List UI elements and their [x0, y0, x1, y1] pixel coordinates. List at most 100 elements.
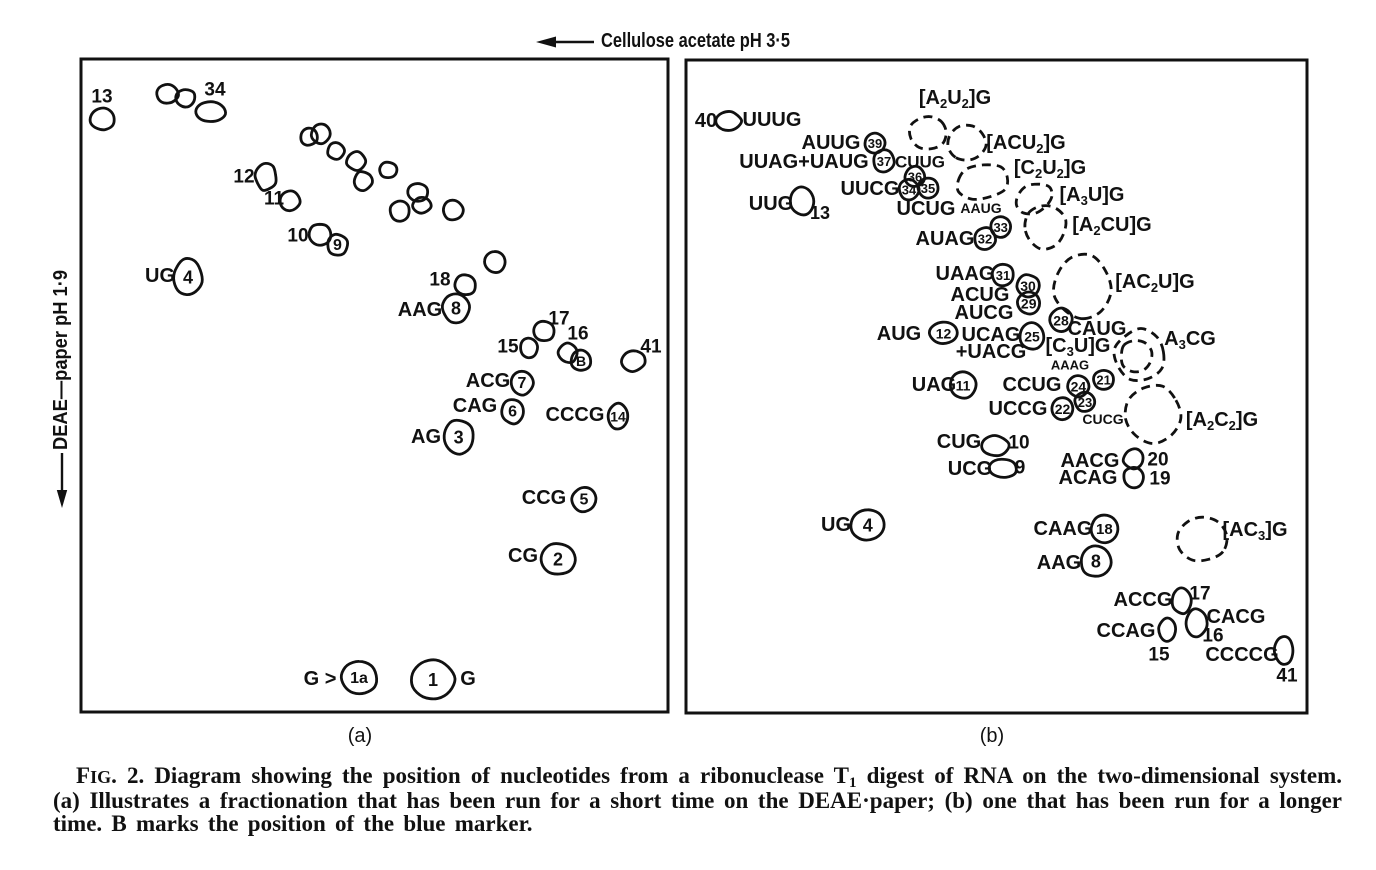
svg-text:CCCCG: CCCCG [1205, 644, 1278, 666]
svg-text:+UACG: +UACG [956, 341, 1027, 363]
svg-text:[AC2U]G: [AC2U]G [1115, 271, 1194, 295]
svg-text:CG: CG [508, 545, 538, 567]
svg-text:30: 30 [1020, 278, 1036, 294]
svg-text:20: 20 [1147, 450, 1168, 471]
svg-text:6: 6 [508, 404, 517, 421]
svg-text:18: 18 [1096, 521, 1113, 538]
svg-text:UCG: UCG [948, 458, 992, 480]
svg-text:7: 7 [518, 375, 527, 392]
svg-text:CAG: CAG [453, 395, 497, 417]
svg-text:UAG: UAG [912, 374, 956, 396]
svg-text:16: 16 [567, 324, 588, 345]
svg-text:35: 35 [921, 181, 935, 196]
svg-text:CUG: CUG [937, 431, 981, 453]
svg-text:29: 29 [1021, 296, 1037, 312]
svg-text:24: 24 [1071, 379, 1087, 395]
svg-text:UCUG: UCUG [897, 198, 956, 220]
svg-text:[A2C2]G: [A2C2]G [1186, 409, 1258, 433]
svg-text:UUG: UUG [749, 193, 793, 215]
svg-text:13: 13 [91, 87, 112, 108]
svg-text:17: 17 [1189, 584, 1210, 605]
svg-text:CACG: CACG [1207, 606, 1266, 628]
svg-text:CCCG: CCCG [546, 404, 605, 426]
svg-text:3: 3 [454, 428, 464, 448]
svg-text:41: 41 [640, 337, 662, 358]
svg-text:AUUG: AUUG [802, 132, 861, 154]
svg-text:22: 22 [1055, 401, 1071, 417]
svg-text:ACCG: ACCG [1114, 589, 1173, 611]
svg-text:34: 34 [204, 80, 226, 101]
svg-text:[AC3]G: [AC3]G [1223, 519, 1288, 543]
svg-text:32: 32 [978, 232, 992, 247]
svg-text:AUG: AUG [877, 323, 921, 345]
svg-text:UUCG: UUCG [841, 178, 900, 200]
svg-text:[A2CU]G: [A2CU]G [1072, 214, 1151, 238]
svg-text:17: 17 [548, 309, 569, 330]
svg-text:ACG: ACG [466, 370, 510, 392]
svg-text:UUUG: UUUG [743, 109, 802, 131]
svg-text:G: G [460, 668, 476, 690]
svg-text:9: 9 [1015, 458, 1026, 479]
svg-text:21: 21 [1096, 373, 1110, 388]
svg-text:DEAE—paper pH 1·9: DEAE—paper pH 1·9 [50, 270, 72, 450]
svg-text:13: 13 [810, 203, 830, 223]
svg-text:CUCG: CUCG [1082, 411, 1123, 427]
svg-text:19: 19 [1149, 469, 1170, 490]
svg-text:31: 31 [996, 268, 1010, 283]
svg-text:4: 4 [863, 515, 873, 535]
svg-text:(b): (b) [980, 725, 1004, 747]
svg-text:12: 12 [233, 167, 254, 188]
svg-text:AUAG: AUAG [916, 228, 975, 250]
svg-text:B: B [576, 353, 586, 369]
svg-text:5: 5 [580, 492, 589, 509]
svg-text:28: 28 [1053, 313, 1069, 329]
svg-text:UCCG: UCCG [989, 398, 1048, 420]
svg-text:14: 14 [610, 409, 626, 425]
svg-text:34: 34 [902, 183, 917, 198]
svg-text:11: 11 [264, 189, 285, 210]
svg-text:UG: UG [145, 265, 175, 287]
svg-text:UAAG: UAAG [936, 263, 995, 285]
svg-text:39: 39 [868, 136, 882, 151]
svg-text:40: 40 [695, 110, 717, 132]
svg-text:CAUG: CAUG [1068, 318, 1127, 340]
svg-text:UUAG+UAUG: UUAG+UAUG [739, 151, 868, 173]
svg-text:[A2U2]G: [A2U2]G [919, 87, 991, 111]
svg-text:CCAG: CCAG [1097, 620, 1156, 642]
svg-text:25: 25 [1024, 329, 1040, 345]
svg-text:12: 12 [936, 326, 952, 342]
svg-text:AAAG: AAAG [1051, 358, 1089, 373]
svg-text:10: 10 [287, 226, 308, 247]
svg-text:41: 41 [1276, 666, 1298, 687]
svg-text:37: 37 [877, 154, 891, 169]
svg-text:AUCG: AUCG [955, 302, 1014, 324]
svg-text:ACAG: ACAG [1059, 467, 1118, 489]
svg-text:AAG: AAG [398, 299, 442, 321]
svg-text:8: 8 [451, 299, 461, 319]
svg-text:1a: 1a [350, 670, 368, 687]
svg-text:AACG: AACG [1061, 450, 1120, 472]
svg-text:A3CG: A3CG [1164, 328, 1216, 352]
svg-text:AAG: AAG [1037, 552, 1081, 574]
svg-text:9: 9 [333, 237, 342, 254]
svg-text:[C2U2]G: [C2U2]G [1014, 157, 1086, 181]
svg-text:CCG: CCG [522, 487, 566, 509]
svg-text:[C3U]G: [C3U]G [1045, 335, 1110, 359]
svg-text:UCAG: UCAG [962, 324, 1021, 346]
svg-text:AG: AG [411, 426, 441, 448]
svg-text:2: 2 [553, 550, 563, 570]
svg-text:8: 8 [1091, 552, 1101, 572]
svg-text:UG: UG [821, 514, 851, 536]
svg-text:4: 4 [183, 268, 193, 288]
svg-text:CAAG: CAAG [1034, 518, 1093, 540]
svg-text:1: 1 [428, 670, 438, 690]
svg-text:CCUG: CCUG [1003, 374, 1062, 396]
svg-text:CUUG: CUUG [895, 153, 945, 172]
svg-text:18: 18 [429, 270, 450, 291]
svg-text:AAUG: AAUG [960, 200, 1001, 216]
svg-text:Cellulose acetate pH 3·5: Cellulose acetate pH 3·5 [601, 30, 790, 52]
svg-text:G >: G > [304, 668, 337, 690]
svg-text:15: 15 [1148, 645, 1170, 666]
svg-text:ACUG: ACUG [951, 284, 1010, 306]
svg-text:23: 23 [1078, 395, 1092, 410]
